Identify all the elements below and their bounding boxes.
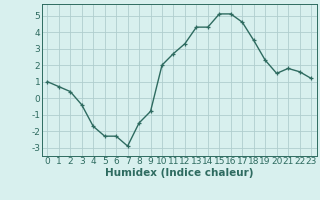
- X-axis label: Humidex (Indice chaleur): Humidex (Indice chaleur): [105, 168, 253, 178]
